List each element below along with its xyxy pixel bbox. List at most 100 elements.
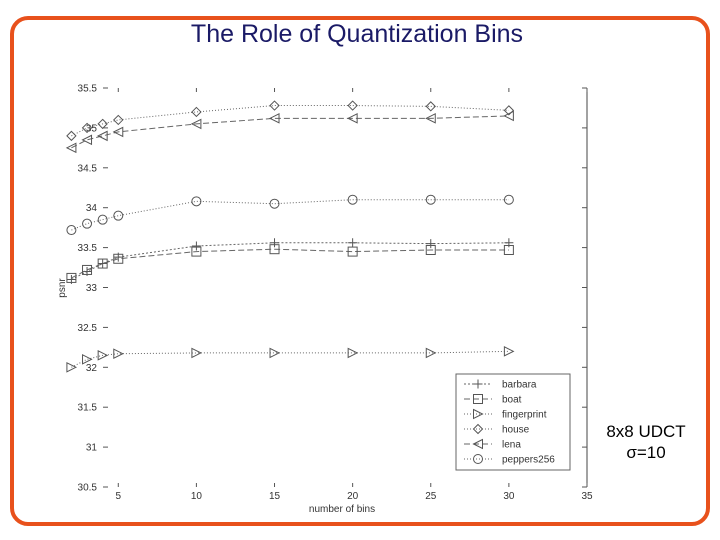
x-tick-label: 20 (347, 491, 359, 502)
series-line-barbara (71, 242, 509, 280)
legend-label-house: house (502, 425, 530, 436)
data-point-peppers256 (269, 198, 280, 209)
data-point-peppers256 (191, 196, 202, 207)
slide-title: The Role of Quantization Bins (190, 20, 524, 48)
y-tick-label: 31.5 (78, 403, 98, 414)
x-tick-label: 10 (191, 491, 203, 502)
legend-marker-peppers256 (473, 454, 483, 464)
data-point-boat (347, 246, 358, 257)
slide-frame (10, 16, 710, 526)
data-point-house (81, 122, 93, 134)
legend-box (455, 373, 571, 471)
data-point-fingerprint (425, 347, 437, 359)
series-line-boat (71, 248, 509, 279)
data-point-lena (425, 113, 436, 124)
y-tick-label: 35 (86, 123, 98, 134)
data-point-house (191, 106, 202, 118)
data-point-peppers256 (503, 194, 514, 205)
data-point-boat (66, 272, 77, 283)
data-point-fingerprint (113, 348, 124, 360)
x-tick-label: 15 (269, 491, 281, 502)
y-tick-label: 35.5 (78, 84, 98, 95)
data-point-peppers256 (66, 225, 77, 236)
data-point-boat (269, 244, 280, 255)
legend-label-lena: lena (502, 440, 521, 451)
data-point-house (503, 105, 515, 116)
series-barbara (66, 238, 514, 285)
data-point-barbara (98, 259, 108, 269)
data-point-house (347, 100, 358, 111)
legend-marker-boat (473, 394, 483, 404)
data-point-lena (97, 130, 108, 142)
data-point-peppers256 (97, 214, 108, 225)
data-point-barbara (191, 241, 201, 251)
data-point-boat (191, 246, 202, 257)
data-point-barbara (270, 238, 280, 248)
data-point-fingerprint (82, 354, 93, 365)
series-line-peppers256 (71, 199, 509, 231)
data-point-house (97, 118, 108, 130)
legend-marker-lena (472, 438, 483, 450)
series-boat (66, 244, 514, 283)
chart-series (65, 100, 515, 373)
data-point-barbara (348, 238, 358, 248)
data-point-boat (97, 258, 108, 269)
x-tick-label: 35 (581, 491, 593, 502)
y-tick-label: 33.5 (78, 243, 98, 254)
x-tick-label: 30 (503, 491, 515, 502)
data-point-house (269, 100, 280, 111)
annotation: 8x8 UDCT σ=10 (596, 421, 696, 463)
data-point-barbara (426, 239, 436, 249)
y-tick-label: 30.5 (78, 483, 98, 494)
y-tick-label: 32.5 (78, 323, 98, 334)
y-axis-label: psnr (57, 278, 68, 298)
data-point-lena (190, 118, 202, 130)
annotation-line-1: 8x8 UDCT (606, 422, 686, 441)
data-point-fingerprint (503, 346, 515, 357)
data-point-house (425, 101, 436, 112)
data-point-fingerprint (191, 347, 203, 359)
legend-marker-house (472, 423, 484, 435)
chart-legend: barbara boat fingerprint house lena peppers25… (455, 373, 571, 471)
y-tick-label: 34.5 (78, 163, 98, 174)
legend-label-barbara: barbara (502, 380, 537, 391)
data-point-fingerprint (66, 361, 78, 373)
y-tick-label: 31 (86, 443, 98, 454)
series-line-house (71, 105, 509, 137)
legend-marker-fingerprint (473, 408, 484, 420)
data-point-house (66, 130, 77, 142)
data-point-fingerprint (347, 347, 359, 359)
x-tick-label: 25 (425, 491, 437, 502)
series-house (66, 100, 515, 142)
data-point-boat (425, 244, 436, 255)
data-point-lena (65, 142, 77, 154)
data-point-lena (268, 113, 280, 124)
series-peppers256 (66, 194, 514, 236)
data-point-boat (503, 244, 514, 255)
x-tick-label: 5 (115, 491, 121, 502)
data-point-peppers256 (347, 194, 358, 205)
y-tick-label: 34 (86, 203, 98, 214)
x-axis-label: number of bins (309, 504, 375, 515)
annotation-line-2: σ=10 (626, 443, 666, 462)
y-tick-label: 33 (86, 283, 98, 294)
legend-label-peppers256: peppers256 (502, 455, 555, 466)
data-point-house (113, 114, 124, 126)
data-point-lena (112, 126, 124, 138)
data-point-boat (82, 264, 93, 275)
data-point-lena (347, 113, 358, 124)
data-point-peppers256 (113, 210, 124, 221)
legend-label-boat: boat (502, 395, 522, 406)
data-point-boat (113, 253, 124, 264)
data-point-peppers256 (425, 194, 436, 205)
data-point-fingerprint (97, 350, 109, 361)
series-line-lena (71, 115, 509, 149)
y-tick-label: 32 (86, 363, 98, 374)
series-fingerprint (66, 346, 515, 373)
legend-label-fingerprint: fingerprint (502, 410, 547, 421)
series-line-fingerprint (71, 350, 509, 368)
series-lena (65, 110, 514, 154)
chart-axes: 30.5 31 31.5 32 32.5 33 33.5 34 34.5 35 35.5 5 10 15 2… (57, 84, 593, 516)
data-point-fingerprint (269, 347, 281, 359)
